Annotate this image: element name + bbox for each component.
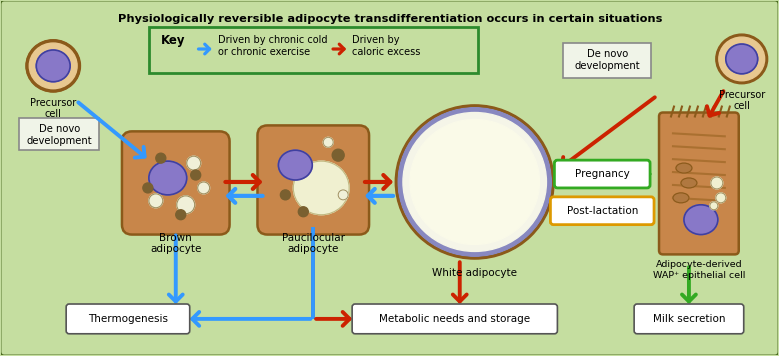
Ellipse shape	[410, 120, 540, 245]
Ellipse shape	[673, 193, 689, 203]
Ellipse shape	[294, 161, 349, 215]
Circle shape	[143, 183, 153, 193]
Circle shape	[176, 210, 185, 220]
FancyBboxPatch shape	[555, 160, 650, 188]
Text: Adipocyte-derived
WAP⁺ epithelial cell: Adipocyte-derived WAP⁺ epithelial cell	[653, 260, 745, 280]
Text: Paucilocular
adipocyte: Paucilocular adipocyte	[282, 232, 345, 254]
FancyBboxPatch shape	[258, 125, 369, 235]
FancyBboxPatch shape	[122, 131, 230, 235]
FancyBboxPatch shape	[634, 304, 744, 334]
FancyBboxPatch shape	[659, 112, 738, 255]
Circle shape	[177, 196, 195, 214]
Ellipse shape	[278, 150, 312, 180]
Ellipse shape	[716, 34, 767, 84]
Text: Precursor
cell: Precursor cell	[30, 98, 76, 119]
FancyBboxPatch shape	[149, 27, 478, 73]
Circle shape	[710, 202, 717, 210]
Text: Driven by chronic cold
or chronic exercise: Driven by chronic cold or chronic exerci…	[217, 35, 327, 57]
FancyBboxPatch shape	[19, 119, 99, 150]
Circle shape	[332, 149, 344, 161]
Ellipse shape	[30, 43, 77, 89]
Ellipse shape	[676, 163, 692, 173]
Text: White adipocyte: White adipocyte	[432, 268, 517, 278]
Text: Milk secretion: Milk secretion	[653, 314, 725, 324]
FancyBboxPatch shape	[551, 197, 654, 225]
Text: Thermogenesis: Thermogenesis	[88, 314, 168, 324]
Text: Pregnancy: Pregnancy	[575, 169, 629, 179]
FancyBboxPatch shape	[66, 304, 190, 334]
Circle shape	[711, 177, 723, 189]
Ellipse shape	[719, 37, 765, 81]
Ellipse shape	[26, 40, 80, 92]
Text: Metabolic needs and storage: Metabolic needs and storage	[379, 314, 530, 324]
Text: Physiologically reversible adipocyte transdifferentiation occurs in certain situ: Physiologically reversible adipocyte tra…	[118, 14, 662, 24]
Circle shape	[716, 193, 726, 203]
Ellipse shape	[681, 178, 697, 188]
Text: De novo
development: De novo development	[26, 124, 92, 146]
FancyBboxPatch shape	[352, 304, 558, 334]
Ellipse shape	[396, 106, 553, 258]
Text: Driven by
caloric excess: Driven by caloric excess	[352, 35, 421, 57]
Ellipse shape	[37, 50, 70, 82]
Ellipse shape	[149, 161, 187, 195]
Text: Brown
adipocyte: Brown adipocyte	[150, 232, 202, 254]
Circle shape	[323, 137, 333, 147]
Circle shape	[191, 170, 201, 180]
Text: Key: Key	[160, 34, 185, 47]
Ellipse shape	[726, 44, 758, 74]
Text: Precursor
cell: Precursor cell	[718, 90, 765, 111]
Ellipse shape	[684, 205, 717, 235]
Circle shape	[156, 153, 166, 163]
Circle shape	[198, 182, 210, 194]
Text: De novo
development: De novo development	[574, 49, 640, 70]
Circle shape	[280, 190, 291, 200]
Circle shape	[187, 156, 201, 170]
FancyBboxPatch shape	[563, 43, 651, 78]
Text: Post-lactation: Post-lactation	[566, 206, 638, 216]
Ellipse shape	[403, 112, 546, 251]
Circle shape	[338, 190, 348, 200]
Circle shape	[298, 207, 308, 217]
Circle shape	[149, 194, 163, 208]
Ellipse shape	[398, 108, 552, 256]
